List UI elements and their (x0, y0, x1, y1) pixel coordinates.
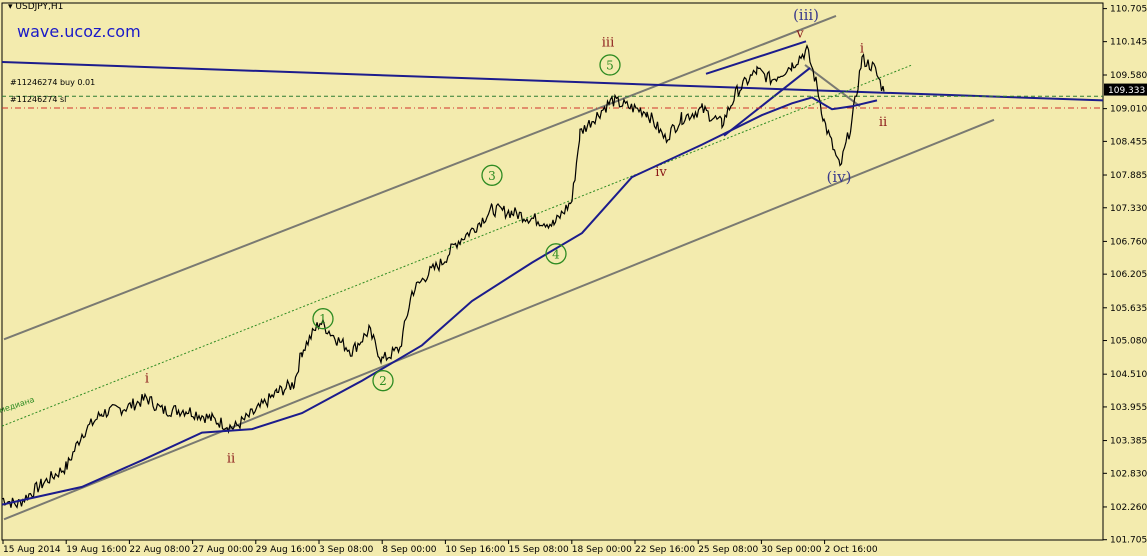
wave-label-red: iv (655, 165, 667, 180)
x-tick-label: 3 Sep 08:00 (319, 545, 374, 555)
x-tick-label: 2 Oct 16:00 (825, 545, 878, 555)
y-tick-label: 104.510 (1110, 370, 1147, 380)
y-tick-label: 108.455 (1110, 137, 1147, 147)
wave-label-green: 4 (552, 247, 560, 261)
y-tick-label: 110.145 (1110, 38, 1147, 48)
y-tick-label: 102.830 (1110, 469, 1147, 479)
y-tick-label: 105.080 (1110, 337, 1147, 347)
x-tick-label: 15 Aug 2014 (3, 545, 61, 555)
y-tick-label: 101.705 (1110, 536, 1147, 546)
wave-label-green: 1 (319, 312, 327, 326)
wave-label-blue: (iv) (827, 168, 852, 186)
wave-label-red: ii (879, 115, 887, 130)
channel-line (804, 64, 861, 108)
y-tick-label: 105.635 (1110, 304, 1147, 314)
wave-label-red: i (145, 372, 149, 387)
wave-label-green: 5 (606, 58, 614, 72)
sl-order-label[interactable]: #11246274 sl (10, 95, 67, 104)
x-tick-label: 18 Sep 00:00 (572, 545, 632, 555)
moving-average-line (1, 96, 878, 506)
brand-watermark: wave.ucoz.com (17, 22, 141, 41)
wave-green-circle (481, 164, 503, 186)
wedge-upper-line (705, 40, 807, 75)
symbol-label: ▾ USDJPY,H1 (8, 2, 63, 12)
wave-green-circle (545, 243, 567, 265)
channel-line (3, 15, 837, 341)
y-tick-label: 106.205 (1110, 270, 1147, 280)
wave-label-red: ii (227, 451, 235, 466)
x-tick-label: 19 Aug 16:00 (66, 545, 127, 555)
price-series (1, 44, 885, 509)
x-tick-label: 10 Sep 16:00 (445, 545, 505, 555)
channel-line (3, 118, 995, 521)
wave-green-circle (312, 308, 334, 330)
wave-green-circle (372, 370, 394, 392)
wave-label-red: iii (602, 35, 614, 50)
x-tick-label: 30 Sep 00:00 (761, 545, 821, 555)
dropdown-arrow-icon[interactable]: ▾ (8, 2, 13, 12)
x-tick-label: 27 Aug 00:00 (193, 545, 254, 555)
x-tick-label: 22 Aug 08:00 (129, 545, 190, 555)
y-tick-label: 107.330 (1110, 204, 1147, 214)
plot-frame (1, 2, 1104, 541)
long-term-ma-line (1, 61, 1104, 102)
median-label: медиана (0, 395, 36, 415)
wedge-lower-line (723, 67, 811, 137)
wave-label-red: i (860, 41, 864, 56)
y-tick-label: 107.885 (1110, 171, 1147, 181)
x-tick-label: 8 Sep 00:00 (382, 545, 437, 555)
wave-green-circle (599, 54, 621, 76)
y-tick-label: 103.385 (1110, 437, 1147, 447)
buy-order-label[interactable]: #11246274 buy 0.01 (10, 78, 96, 87)
x-tick-label: 15 Sep 08:00 (509, 545, 569, 555)
y-tick-label: 109.010 (1110, 105, 1147, 115)
y-tick-label: 103.955 (1110, 403, 1147, 413)
wave-label-green: 2 (379, 374, 387, 388)
wave-label-blue: (iii) (793, 6, 819, 24)
y-tick-label: 110.705 (1110, 5, 1147, 15)
y-tick-label: 106.760 (1110, 237, 1147, 247)
current-price-box (1104, 83, 1147, 96)
current-price-label: 109.333 (1108, 86, 1145, 96)
wave-label-red: v (795, 27, 804, 42)
wave-label-green: 3 (488, 169, 496, 183)
x-tick-label: 29 Aug 16:00 (256, 545, 317, 555)
y-tick-label: 109.580 (1110, 71, 1147, 81)
symbol-text: USDJPY,H1 (15, 2, 64, 12)
y-tick-label: 102.260 (1110, 503, 1147, 513)
x-tick-label: 25 Sep 08:00 (698, 545, 758, 555)
x-tick-label: 22 Sep 16:00 (635, 545, 695, 555)
